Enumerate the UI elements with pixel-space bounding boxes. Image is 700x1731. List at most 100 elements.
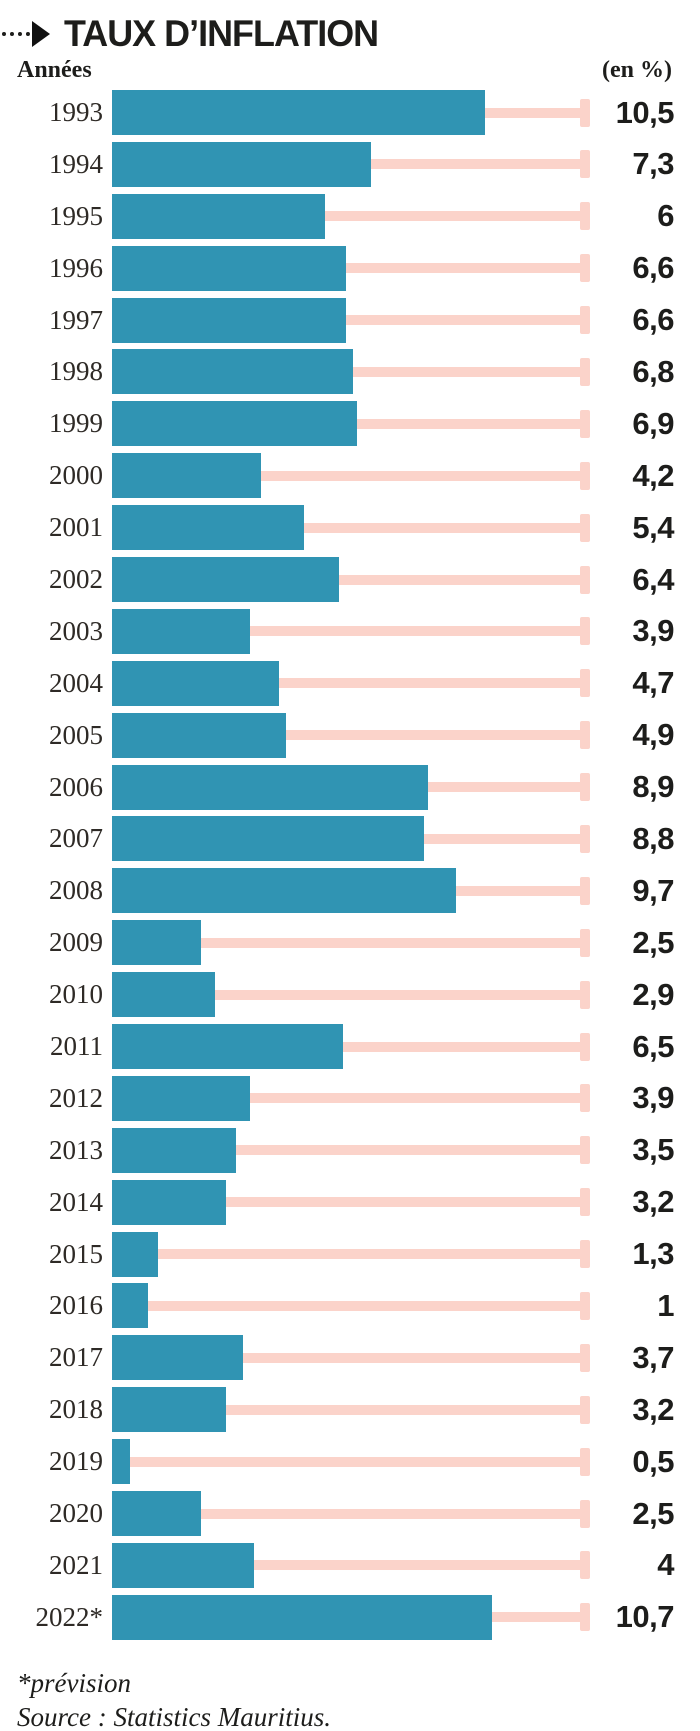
bar-track [112, 1335, 590, 1381]
connector-line [199, 937, 585, 948]
bar-track [112, 1075, 590, 1121]
bar [112, 401, 357, 447]
year-label: 2004 [49, 667, 103, 698]
connector-tick [580, 1084, 590, 1113]
connector-line [259, 470, 585, 481]
forecast-note: *prévision [17, 1668, 131, 1698]
chart-row: 2017 3,7 [0, 1335, 700, 1381]
connector-tick [580, 1447, 590, 1476]
unit-label-percent: (en %) [602, 57, 672, 83]
year-label: 2017 [49, 1342, 103, 1373]
year-label: 2006 [49, 771, 103, 802]
connector-line [355, 418, 585, 429]
arrow-head [32, 21, 50, 47]
bar-track [112, 920, 590, 966]
chart-row: 1993 10,5 [0, 90, 700, 135]
bar [112, 1024, 343, 1070]
bar [112, 245, 346, 291]
value-label: 4,7 [632, 665, 674, 701]
value-label: 2,9 [632, 976, 674, 1012]
connector-tick [580, 824, 590, 853]
year-label: 1993 [49, 97, 103, 127]
connector-line [248, 626, 585, 637]
chart-row: 2010 2,9 [0, 972, 700, 1018]
dotted-arrow-right-icon [2, 21, 50, 47]
bar [112, 1594, 492, 1640]
chart-row: 2021 4 [0, 1542, 700, 1588]
bar [112, 608, 250, 654]
value-label: 5,4 [632, 509, 674, 545]
bar-track [112, 1179, 590, 1225]
chart-row: 1994 7,3 [0, 141, 700, 187]
chart-footer: *prévision Source : Statistics Mauritius… [17, 1666, 331, 1731]
connector-tick [580, 357, 590, 386]
year-label: 2007 [49, 823, 103, 854]
year-label: 2014 [49, 1186, 103, 1217]
bar-track [112, 1231, 590, 1277]
value-label: 3,2 [632, 1184, 674, 1220]
value-label: 3,9 [632, 613, 674, 649]
bar-track [112, 868, 590, 914]
connector-line [344, 263, 585, 274]
bar-chart: 1993 10,5 1994 7,3 1995 6 1996 6,6 1997 6,6 1998 6,… [0, 90, 700, 1647]
year-label: 2009 [49, 927, 103, 958]
bar [112, 1231, 158, 1277]
chart-row: 1998 6,8 [0, 349, 700, 395]
connector-tick [580, 150, 590, 179]
chart-row: 2013 3,5 [0, 1127, 700, 1173]
chart-row: 2001 5,4 [0, 505, 700, 551]
year-label: 1999 [49, 408, 103, 439]
bar [112, 349, 353, 395]
year-label: 1996 [49, 252, 103, 283]
connector-line [426, 782, 585, 793]
connector-tick [580, 1291, 590, 1320]
value-label: 1 [657, 1287, 674, 1323]
value-label: 1,3 [632, 1236, 674, 1272]
year-label: 2016 [49, 1290, 103, 1321]
bar-track [112, 401, 590, 447]
connector-line [248, 1093, 585, 1104]
chart-row: 2004 4,7 [0, 660, 700, 706]
year-label: 2019 [49, 1446, 103, 1477]
chart-row: 1995 6 [0, 193, 700, 239]
bar [112, 193, 325, 239]
bar-track [112, 141, 590, 187]
bar [112, 1179, 226, 1225]
connector-tick [580, 1551, 590, 1580]
chart-row: 1996 6,6 [0, 245, 700, 291]
bar-track [112, 193, 590, 239]
connector-tick [580, 1395, 590, 1424]
connector-line [344, 315, 585, 326]
connector-tick [580, 617, 590, 646]
connector-tick [580, 1343, 590, 1372]
value-label: 7,3 [632, 146, 674, 182]
value-label: 6,8 [632, 353, 674, 389]
chart-row: 2014 3,2 [0, 1179, 700, 1225]
value-label: 0,5 [632, 1443, 674, 1479]
chart-row: 1997 6,6 [0, 297, 700, 343]
bar-track [112, 608, 590, 654]
year-label: 2001 [49, 512, 103, 543]
year-label: 2000 [49, 460, 103, 491]
bar [112, 660, 279, 706]
value-label: 3,7 [632, 1339, 674, 1375]
year-label: 2015 [49, 1238, 103, 1269]
connector-tick [580, 876, 590, 905]
bar [112, 816, 424, 862]
year-label: 1997 [49, 304, 103, 335]
connector-tick [580, 513, 590, 542]
bar-track [112, 1024, 590, 1070]
bar [112, 1075, 250, 1121]
bar-track [112, 90, 590, 135]
value-label: 4,2 [632, 457, 674, 493]
value-label: 8,9 [632, 769, 674, 805]
connector-tick [580, 1136, 590, 1165]
year-label: 2022* [35, 1601, 104, 1632]
bar-track [112, 1127, 590, 1173]
connector-line [128, 1456, 585, 1467]
connector-line [483, 107, 585, 118]
bar-track [112, 245, 590, 291]
bar [112, 90, 485, 135]
connector-line [369, 159, 585, 170]
chart-header: TAUX D’INFLATION [0, 12, 388, 56]
